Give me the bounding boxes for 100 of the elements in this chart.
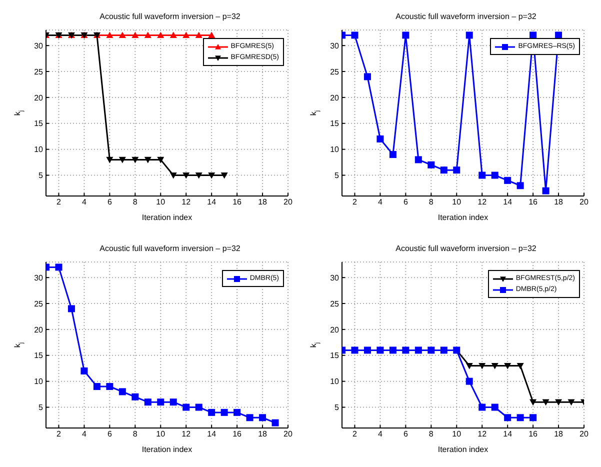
point — [478, 172, 486, 179]
y-tick-label: 5 — [334, 403, 340, 412]
point — [106, 32, 114, 38]
point — [55, 264, 62, 271]
point — [376, 135, 384, 142]
point — [466, 378, 473, 385]
x-tick-label: 4 — [82, 430, 87, 439]
x-tick-label: 16 — [232, 198, 242, 207]
x-tick-label: 18 — [258, 430, 268, 439]
y-tick-label: 10 — [34, 145, 44, 154]
y-tick-label: 25 — [34, 67, 44, 76]
x-tick-label: 14 — [503, 198, 513, 207]
x-tick-label: 10 — [452, 430, 462, 439]
x-axis-title: Iteration index — [438, 213, 488, 222]
point — [351, 32, 358, 39]
y-tick-label: 30 — [34, 41, 44, 50]
y-tick-label: 15 — [330, 351, 340, 360]
x-tick-label: 12 — [182, 430, 192, 439]
x-axis-title: Iteration index — [142, 213, 192, 222]
point — [389, 151, 396, 158]
point — [272, 419, 279, 426]
point — [542, 399, 550, 406]
point — [466, 362, 473, 370]
x-tick-label: 4 — [378, 198, 383, 207]
point — [80, 367, 88, 374]
y-tick-label: 15 — [330, 119, 340, 128]
point — [402, 32, 410, 39]
point — [530, 399, 537, 406]
point — [208, 172, 216, 179]
point — [195, 32, 202, 38]
point — [195, 172, 202, 179]
x-tick-label: 8 — [132, 198, 138, 207]
x-tick-label: 14 — [207, 198, 217, 207]
point — [478, 362, 486, 370]
point — [170, 398, 177, 406]
point — [106, 156, 114, 164]
point — [491, 404, 498, 411]
x-tick-label: 20 — [580, 430, 589, 439]
point — [466, 32, 473, 39]
chart-title: Acoustic full waveform inversion – p=32 — [98, 244, 242, 253]
chart-title: Acoustic full waveform inversion – p=32 — [394, 244, 538, 253]
point — [555, 399, 562, 406]
point — [491, 172, 498, 179]
point — [170, 172, 177, 179]
y-tick-label: 25 — [330, 299, 340, 308]
x-tick-label: 6 — [403, 430, 408, 439]
x-tick-label: 2 — [352, 198, 358, 207]
x-tick-label: 2 — [352, 430, 358, 439]
x-tick-label: 18 — [258, 198, 268, 207]
point — [182, 32, 190, 38]
y-tick-label: 30 — [330, 273, 340, 282]
point — [208, 32, 216, 38]
point — [195, 404, 202, 411]
x-tick-label: 14 — [207, 430, 217, 439]
point — [118, 156, 126, 164]
x-tick-label: 8 — [428, 198, 434, 207]
x-tick-label: 18 — [554, 430, 564, 439]
point — [364, 73, 371, 80]
x-tick-label: 12 — [478, 430, 488, 439]
x-tick-label: 10 — [156, 198, 166, 207]
point — [516, 362, 524, 370]
point — [478, 404, 486, 411]
point — [259, 414, 266, 422]
x-tick-label: 6 — [403, 198, 408, 207]
x-tick-label: 2 — [56, 430, 62, 439]
point — [106, 383, 114, 390]
y-tick-label: 20 — [330, 325, 340, 334]
x-tick-label: 12 — [182, 198, 192, 207]
y-tick-label: 15 — [34, 119, 44, 128]
point — [504, 176, 512, 184]
chart-title: Acoustic full waveform inversion – p=32 — [98, 12, 242, 21]
point — [220, 408, 228, 416]
x-tick-label: 16 — [528, 198, 538, 207]
point — [530, 32, 537, 39]
x-tick-label: 18 — [554, 198, 564, 207]
point — [491, 362, 498, 370]
y-tick-label: 20 — [330, 93, 340, 102]
point — [68, 305, 75, 312]
x-tick-label: 16 — [528, 430, 538, 439]
point — [132, 393, 139, 400]
point — [530, 414, 537, 422]
x-axis-title: Iteration index — [142, 445, 192, 454]
x-tick-label: 20 — [284, 430, 293, 439]
y-tick-label: 10 — [34, 377, 44, 386]
x-tick-label: 8 — [428, 430, 434, 439]
y-tick-label: 25 — [34, 299, 44, 308]
x-tick-label: 14 — [503, 430, 513, 439]
point — [504, 362, 512, 370]
chart-title: Acoustic full waveform inversion – p=32 — [394, 12, 538, 21]
point — [132, 156, 139, 164]
y-tick-label: 20 — [34, 325, 44, 334]
point — [170, 32, 177, 38]
point — [542, 187, 550, 194]
point — [568, 399, 575, 406]
y-tick-label: 10 — [330, 145, 340, 154]
point — [555, 32, 562, 39]
x-tick-label: 4 — [82, 198, 87, 207]
y-tick-label: 15 — [34, 351, 44, 360]
point — [428, 161, 435, 168]
point — [504, 414, 512, 422]
